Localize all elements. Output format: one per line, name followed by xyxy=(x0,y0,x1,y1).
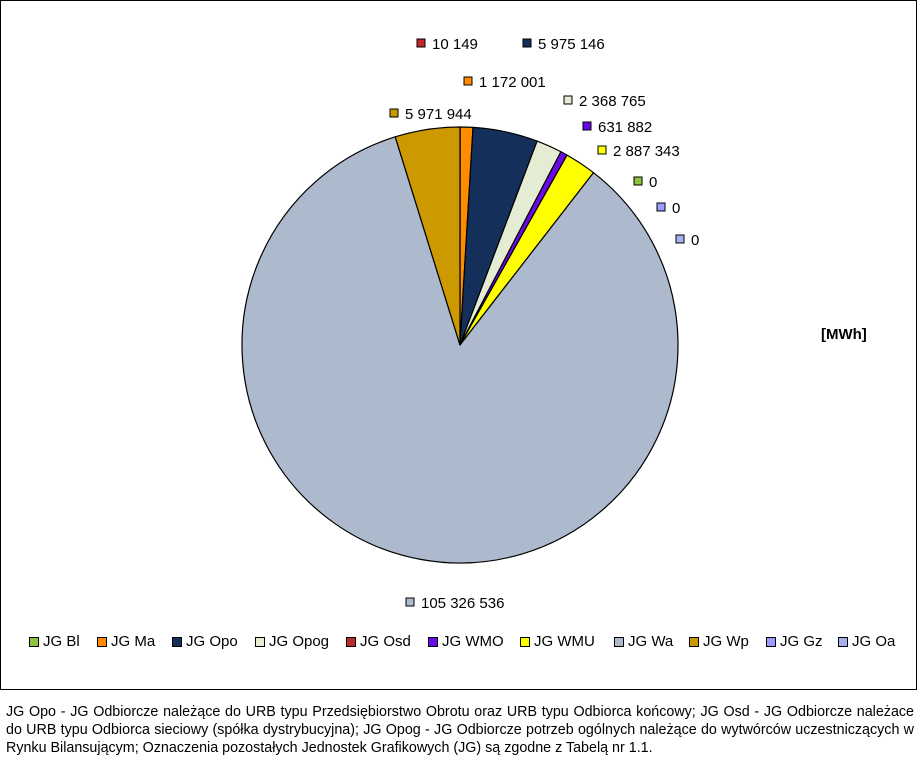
legend-item-jg-wa: JG Wa xyxy=(614,633,673,650)
label-swatch xyxy=(563,95,573,105)
footnote-text: JG Opo - JG Odbiorcze należące do URB ty… xyxy=(6,704,914,756)
legend-swatch xyxy=(520,636,530,647)
data-label-jg-wa: 105 326 536 xyxy=(405,595,504,612)
data-label-text: 2 887 343 xyxy=(613,143,680,160)
legend-label: JG WMU xyxy=(534,633,595,650)
legend-item-jg-opog: JG Opog xyxy=(255,633,329,650)
label-swatch xyxy=(389,108,399,118)
legend-swatch xyxy=(255,636,265,647)
legend-item-jg-osd: JG Osd xyxy=(346,633,411,650)
legend-label: JG Osd xyxy=(360,633,411,650)
legend-swatch xyxy=(838,636,848,647)
data-label-text: 5 971 944 xyxy=(405,106,472,123)
data-label-text: 631 882 xyxy=(598,119,652,136)
legend-swatch xyxy=(428,636,438,647)
data-label-jg-bl: 0 xyxy=(633,174,657,191)
pie-slice-jg-wp xyxy=(394,126,461,346)
label-swatch xyxy=(463,76,473,86)
legend-swatch xyxy=(346,636,356,647)
legend-label: JG Opo xyxy=(186,633,238,650)
label-swatch xyxy=(633,176,643,186)
data-label-text: 1 172 001 xyxy=(479,74,546,91)
legend-swatch xyxy=(172,636,182,647)
label-swatch xyxy=(405,597,415,607)
data-label-jg-ma: 1 172 001 xyxy=(463,74,546,91)
data-label-text: 105 326 536 xyxy=(421,595,504,612)
legend-label: JG WMO xyxy=(442,633,504,650)
data-label-jg-wmu: 2 887 343 xyxy=(597,143,680,160)
chart-area: 10 149 1 172 001 5 975 146 2 368 765 631 882… xyxy=(0,0,917,690)
legend-swatch xyxy=(766,636,776,647)
pie-chart: 10 149 1 172 001 5 975 146 2 368 765 631 882… xyxy=(241,36,699,612)
label-swatch xyxy=(416,38,426,48)
legend-swatch xyxy=(614,636,624,647)
data-label-jg-opog: 2 368 765 xyxy=(563,93,646,110)
legend-item-jg-oa: JG Oa xyxy=(838,633,895,650)
data-label-jg-wp: 5 971 944 xyxy=(389,106,472,123)
legend-item-jg-gz: JG Gz xyxy=(766,633,823,650)
legend-swatch xyxy=(97,636,107,647)
label-swatch xyxy=(675,234,685,244)
legend-label: JG Oa xyxy=(852,633,896,650)
label-swatch xyxy=(597,145,607,155)
legend-label: JG Opog xyxy=(269,633,330,650)
legend-item-jg-wmu: JG WMU xyxy=(520,633,595,650)
data-label-jg-osd: 10 149 xyxy=(416,36,478,53)
legend-label: JG Wp xyxy=(703,633,749,650)
legend-item-jg-bl: JG Bl xyxy=(29,633,80,650)
legend-label: JG Bl xyxy=(43,633,80,650)
data-label-jg-oa: 0 xyxy=(675,232,699,249)
data-label-jg-wmo: 631 882 xyxy=(582,119,652,136)
legend-label: JG Wa xyxy=(628,633,674,650)
unit-label: [MWh] xyxy=(821,326,867,343)
legend-label: JG Ma xyxy=(111,633,156,650)
data-label-text: 5 975 146 xyxy=(538,36,605,53)
data-label-text: 0 xyxy=(691,232,699,249)
legend-item-jg-ma: JG Ma xyxy=(97,633,155,650)
label-swatch xyxy=(522,38,532,48)
data-label-text: 2 368 765 xyxy=(579,93,646,110)
legend-item-jg-wp: JG Wp xyxy=(689,633,749,650)
data-label-text: 0 xyxy=(672,200,680,217)
legend-item-jg-opo: JG Opo xyxy=(172,633,238,650)
data-label-jg-opo: 5 975 146 xyxy=(522,36,605,53)
legend-swatch xyxy=(29,636,39,647)
legend: JG Bl JG Ma JG Opo JG Opog JG Osd JG WMO JG WM… xyxy=(1,633,918,657)
label-swatch xyxy=(656,202,666,212)
data-label-text: 0 xyxy=(649,174,657,191)
pie-slice-jg-wa xyxy=(241,136,679,564)
legend-swatch xyxy=(689,636,699,647)
data-label-text: 10 149 xyxy=(432,36,478,53)
legend-item-jg-wmo: JG WMO xyxy=(428,633,504,650)
label-swatch xyxy=(582,121,592,131)
legend-label: JG Gz xyxy=(780,633,823,650)
data-label-jg-gz: 0 xyxy=(656,200,680,217)
